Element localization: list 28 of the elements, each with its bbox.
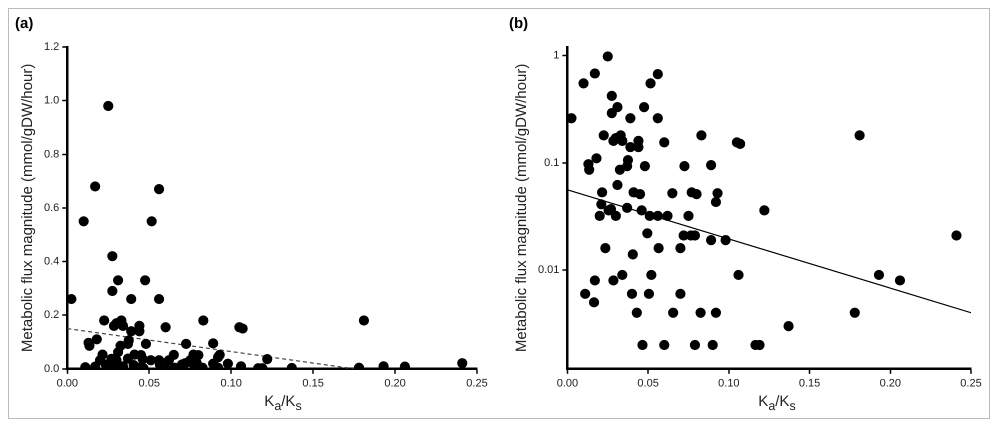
y-tick-label: 0.1 — [544, 156, 560, 169]
y-tick-label: 0.2 — [44, 309, 60, 322]
y-tick-label: 0.4 — [44, 256, 60, 268]
x-axis-title: K$_{a}$/K$_{s}$ — [263, 393, 303, 413]
chart-title: (b) — [509, 15, 528, 32]
x-tick-label: 0.15 — [798, 377, 820, 390]
y-tick-label: 0.6 — [44, 202, 60, 214]
x-tick-label: 0.00 — [56, 377, 78, 390]
x-axis-title: K$_{a}$/K$_{s}$ — [757, 393, 797, 413]
x-tick-label: 0.00 — [556, 377, 578, 390]
y-tick-label: 0.8 — [44, 148, 60, 160]
x-tick-label: 0.05 — [138, 377, 160, 390]
x-tick-label: 0.10 — [718, 377, 740, 390]
x-tick-label: 0.05 — [637, 377, 659, 390]
x-tick-label: 0.10 — [220, 377, 242, 390]
x-tick-label: 0.25 — [960, 377, 982, 390]
y-tick-label: 0.0 — [44, 362, 60, 375]
y-tick-label: 1.2 — [44, 41, 60, 54]
chart-title: (a) — [15, 15, 34, 32]
y-tick-label: 1.0 — [44, 94, 60, 107]
y-axis-title: Metabolic flux magnitude (mmol/gDW/hour) — [513, 64, 530, 352]
x-tick-label: 0.20 — [384, 377, 406, 390]
y-tick-label: 1 — [553, 50, 560, 62]
y-axis-title: Metabolic flux magnitude (mmol/gDW/hour) — [19, 64, 36, 352]
x-tick-label: 0.20 — [880, 377, 901, 390]
y-tick-label: 0.01 — [538, 264, 560, 276]
x-tick-label: 0.25 — [466, 377, 488, 390]
x-tick-label: 0.15 — [302, 377, 324, 390]
